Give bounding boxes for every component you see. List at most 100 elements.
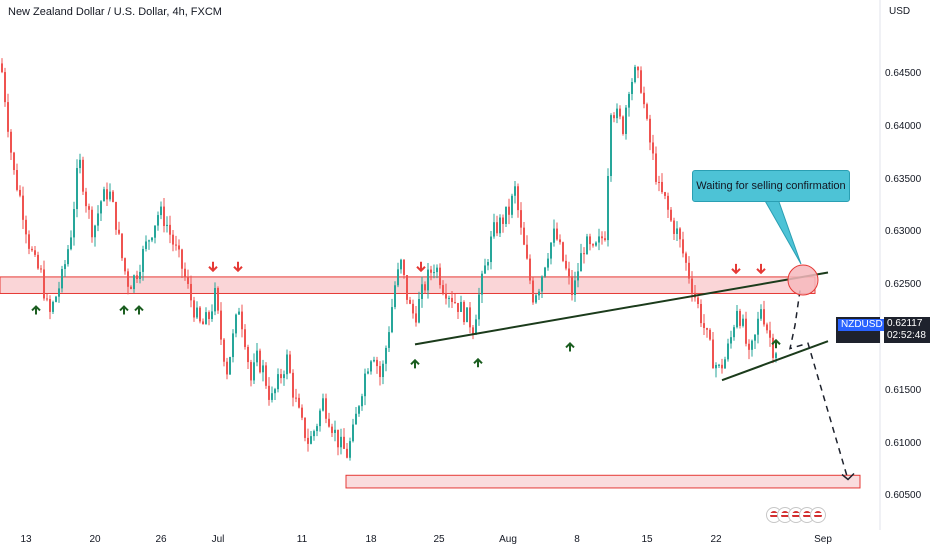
candle-body <box>523 227 525 245</box>
candle-body <box>514 186 516 196</box>
candle-body <box>352 424 354 442</box>
candle-body <box>385 347 387 364</box>
candle-body <box>154 225 156 238</box>
candle-body <box>622 116 624 134</box>
candle-body <box>508 206 510 215</box>
candle-body <box>88 206 90 210</box>
candle-body <box>445 292 447 299</box>
candle-body <box>103 189 105 202</box>
candle-body <box>529 258 531 281</box>
candle-body <box>502 217 504 224</box>
candle-body <box>97 213 99 226</box>
x-tick-label: 8 <box>574 534 580 545</box>
candle-body <box>667 195 669 210</box>
candle-body <box>739 310 741 326</box>
candle-body <box>247 346 249 363</box>
candle-body <box>706 328 708 330</box>
down-arrow-icon <box>756 263 766 275</box>
candle-body <box>271 393 273 400</box>
candle-body <box>451 297 453 303</box>
candle-body <box>268 385 270 400</box>
candle-body <box>166 224 168 227</box>
last-price-box: 0.62117 02:52:48 <box>884 317 930 343</box>
candle-body <box>469 307 471 328</box>
economic-events-icons[interactable] <box>766 507 830 525</box>
x-tick-label: 13 <box>20 534 32 545</box>
candle-body <box>61 269 63 289</box>
candle-body <box>205 312 207 325</box>
candle-body <box>190 283 192 301</box>
candle-body <box>397 269 399 286</box>
projection-arrowhead <box>841 472 855 481</box>
up-arrow-icon <box>565 342 575 352</box>
annotation-callout[interactable]: Waiting for selling confirmation <box>692 170 850 202</box>
candle-body <box>223 339 225 362</box>
candle-body <box>328 418 330 427</box>
candle-body <box>751 340 753 350</box>
candle-body <box>580 253 582 272</box>
candle-body <box>616 108 618 119</box>
candle-body <box>13 152 15 171</box>
y-tick-label: 0.62500 <box>885 279 922 291</box>
candle-body <box>4 72 6 103</box>
candle-body <box>676 228 678 234</box>
candle-body <box>346 448 348 458</box>
candle-body <box>388 332 390 348</box>
candle-body <box>364 373 366 397</box>
candle-body <box>646 104 648 119</box>
candle-body <box>619 108 621 117</box>
candle-body <box>553 228 555 243</box>
candle-body <box>436 267 438 273</box>
y-tick-label: 0.60500 <box>885 490 922 502</box>
x-tick-label: 22 <box>710 534 722 545</box>
candle-body <box>406 275 408 300</box>
candle-body <box>112 191 114 202</box>
candle-body <box>586 236 588 255</box>
candle-body <box>370 361 372 372</box>
candle-body <box>649 118 651 143</box>
candle-body <box>148 240 150 242</box>
candle-body <box>457 303 459 312</box>
candle-body <box>424 284 426 291</box>
candle-body <box>193 300 195 318</box>
candle-body <box>589 236 591 245</box>
candle-body <box>742 318 744 326</box>
candle-body <box>283 374 285 379</box>
up-arrow-icon <box>771 338 781 349</box>
candle-body <box>592 244 594 246</box>
candle-body <box>712 339 714 369</box>
bar-countdown: 02:52:48 <box>887 330 926 341</box>
candle-body <box>520 210 522 228</box>
last-price: 0.62117 <box>887 318 923 329</box>
candle-body <box>400 259 402 270</box>
candle-body <box>568 268 570 277</box>
candle-body <box>550 242 552 259</box>
candle-body <box>256 350 258 363</box>
down-arrow-icon <box>208 261 218 273</box>
candle-body <box>391 307 393 333</box>
candle-body <box>1 63 3 73</box>
symbol-label: NZDUSD <box>838 319 886 331</box>
candle-body <box>775 353 777 358</box>
candle-body <box>721 364 723 369</box>
candle-body <box>559 239 561 243</box>
candle-body <box>682 239 684 254</box>
us-flag-icon[interactable] <box>810 507 826 523</box>
candle-body <box>244 329 246 347</box>
candle-body <box>43 269 45 299</box>
candle-body <box>583 253 585 255</box>
candle-body <box>304 417 306 438</box>
candle-body <box>298 397 300 408</box>
candle-body <box>163 206 165 227</box>
candle-body <box>475 319 477 335</box>
candle-body <box>259 350 261 373</box>
candle-body <box>94 225 96 238</box>
candle-body <box>574 280 576 296</box>
up-arrow-icon <box>473 357 483 368</box>
candle-body <box>382 363 384 378</box>
candle-body <box>253 362 255 381</box>
candle-body <box>22 195 24 220</box>
candle-body <box>367 371 369 374</box>
rising-trendline <box>414 271 829 346</box>
